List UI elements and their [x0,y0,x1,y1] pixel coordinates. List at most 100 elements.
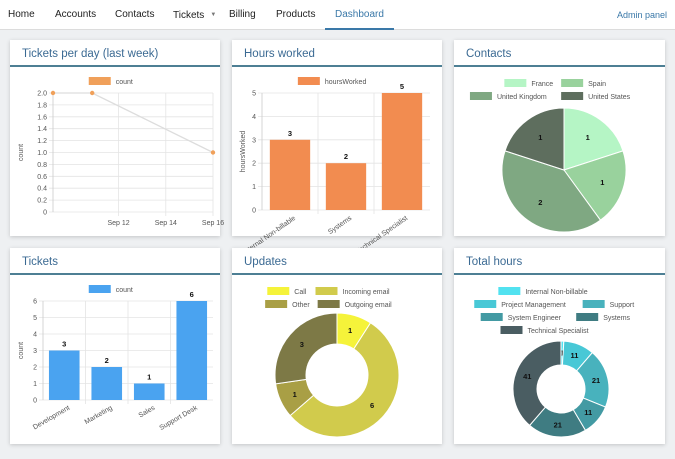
card-title: Contacts [454,40,665,67]
contacts-chart: France Spain United Kingdom United States 1 1… [469,79,631,233]
bar-value-label: 1 [147,373,151,382]
y-tick-label: 1.2 [37,138,47,145]
nav-dashboard[interactable]: Dashboard [325,0,394,30]
nav-accounts[interactable]: Accounts [55,9,97,20]
legend-swatch [469,92,492,100]
legend-swatch [265,300,288,308]
legend-label: System Engineer [508,315,562,322]
bar [176,301,208,400]
legend-label: Incoming email [343,289,391,296]
bar [133,383,165,400]
slice-value-label: 3 [300,340,304,349]
legend-label: Call [294,289,307,296]
bar-value-label: 2 [105,356,109,365]
pie-slice [289,322,400,438]
card-title: Tickets per day (last week) [10,40,220,67]
pie-slice [563,150,627,221]
caret-down-icon: ▼ [210,12,217,18]
data-point [210,150,216,155]
nav-products[interactable]: Products [276,9,316,20]
y-tick-label: 3 [33,348,37,355]
y-tick-label: 6 [33,299,37,306]
legend-label: count [116,79,133,86]
legend-swatch [561,79,584,87]
card-title: Total hours [454,248,665,275]
y-tick-label: 0.4 [37,186,47,193]
bar [91,367,123,400]
card-tickets: Tickets count 0 1 2 3 4 5 6 count 3 Development 2 Ma… [10,248,220,444]
card-total-hours: Total hours Internal Non-billable Project… [454,248,665,444]
legend-swatch [576,313,599,321]
bar-value-label: 6 [190,290,194,299]
y-tick-label: 2.0 [37,91,47,98]
y-tick-label: 5 [252,91,256,98]
y-axis-label: count [18,342,25,359]
y-tick-label: 4 [33,332,37,339]
slice-value-label: 6 [370,401,374,410]
card-updates: Updates Call Incoming email Other Outgoing … [232,248,442,444]
legend-label: hoursWorked [325,79,367,86]
legend-swatch [582,300,605,308]
data-point [90,90,95,96]
legend-swatch [267,287,290,295]
y-tick-label: 1.8 [37,102,47,109]
legend-label: Project Management [501,302,566,309]
legend-swatch [474,300,497,308]
legend-swatch [500,326,523,334]
y-tick-label: 0 [43,210,47,217]
x-tick-label: Sep 14 [155,220,177,227]
y-tick-label: 2 [33,365,37,372]
legend-label: France [531,81,553,88]
slice-value-label: 1 [538,133,542,142]
bar-value-label: 2 [344,152,348,161]
legend-label: Technical Specialist [528,328,589,335]
admin-panel-link[interactable]: Admin panel [616,10,667,20]
x-tick-label: Sales [138,404,157,419]
card-title: Tickets [10,248,220,275]
nav-tickets[interactable]: Tickets ▼ [173,0,216,30]
x-tick-label: Development [32,405,71,432]
bar [325,163,367,210]
legend-swatch [561,92,584,100]
y-tick-label: 1.6 [37,114,47,121]
nav-billing[interactable]: Billing [229,9,256,20]
slice-value-label: 21 [554,420,562,429]
x-tick-label: Support Desk [159,404,200,432]
slice-value-label: 21 [592,376,600,385]
x-tick-label: Sep 16 [202,220,224,227]
legend-label: Support [610,302,635,309]
legend-label: count [116,287,133,294]
card-title: Hours worked [232,40,442,67]
y-tick-label: 0 [252,208,256,215]
y-tick-label: 0.2 [37,198,47,205]
nav-home[interactable]: Home [8,9,35,20]
total-hours-chart: Internal Non-billable Project Management S… [474,287,635,438]
legend-swatch [317,300,340,308]
y-tick-label: 1.0 [37,150,47,157]
bar [48,350,80,400]
updates-chart: Call Incoming email Other Outgoing email 1 6 1… [265,287,400,438]
data-point [50,90,56,96]
nav-contacts[interactable]: Contacts [115,9,155,20]
slice-value-label: 2 [538,198,542,207]
y-tick-label: 1 [33,381,37,388]
legend-swatch [88,285,111,293]
bar-value-label: 3 [62,340,66,349]
pie-slice [504,107,565,171]
legend-swatch [480,313,503,321]
x-tick-label: Sep 12 [108,220,130,227]
legend-swatch [88,77,111,85]
x-tick-label: Systems [327,215,353,236]
y-axis-label: count [18,144,25,161]
x-tick-label: Marketing [84,405,114,426]
y-tick-label: 1 [252,184,256,191]
bar-value-label: 3 [288,129,292,138]
slice-value-label: 1 [293,390,297,399]
legend-swatch [297,77,320,85]
legend-label: Systems [603,315,630,322]
y-axis-label: hoursWorked [240,131,247,173]
legend-label: Spain [588,81,606,88]
y-tick-label: 0.8 [37,162,47,169]
legend-swatch [498,287,521,295]
